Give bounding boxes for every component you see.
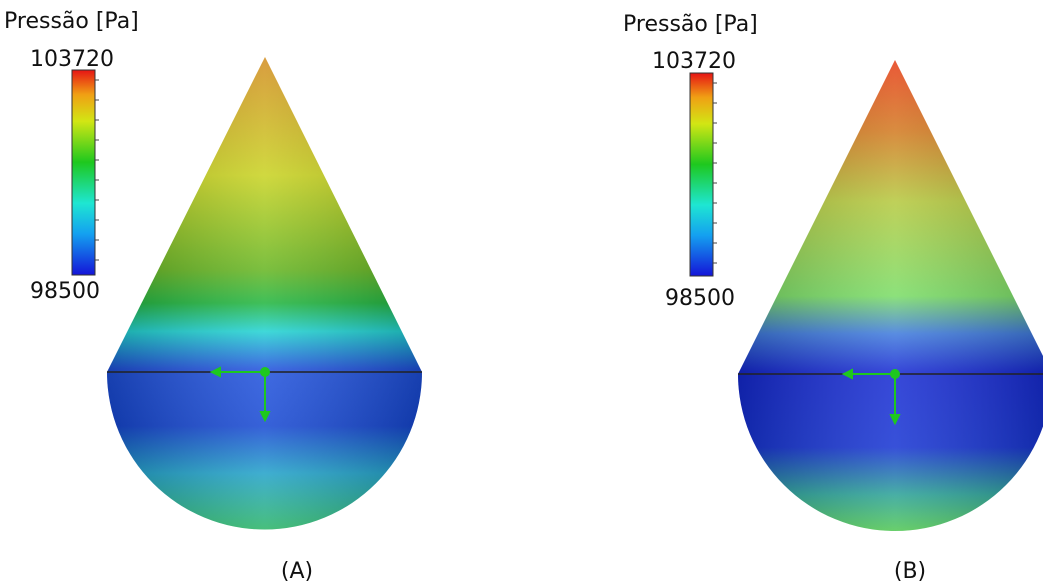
- legend-min: 98500: [665, 286, 735, 311]
- caption: (B): [894, 559, 926, 584]
- colorbar: [71, 69, 96, 276]
- colorbar: [689, 72, 714, 277]
- axes-glyph: [209, 366, 271, 423]
- caption: (A): [281, 559, 313, 584]
- panel-b: Pressão [Pa] 103720 98500 (B): [623, 12, 1043, 584]
- panel-a: Pressão [Pa] 103720 98500 (A): [4, 9, 422, 584]
- legend-min: 98500: [30, 279, 100, 304]
- legend-title: Pressão [Pa]: [4, 9, 139, 34]
- legend-max: 103720: [652, 49, 736, 74]
- axes-glyph: [841, 368, 901, 426]
- legend-title: Pressão [Pa]: [623, 12, 758, 37]
- legend-max: 103720: [30, 47, 114, 72]
